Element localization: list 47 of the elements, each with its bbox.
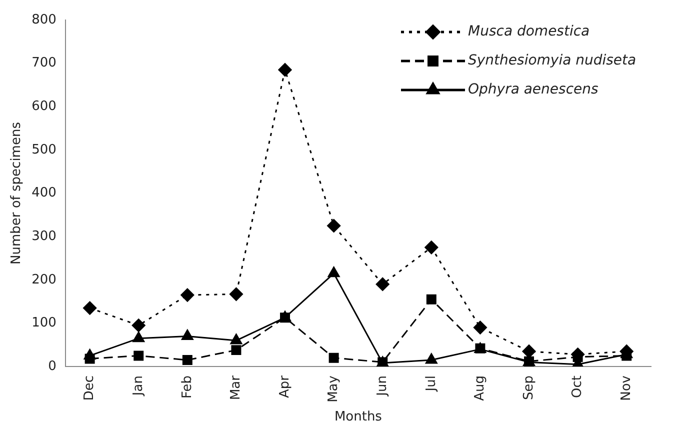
- point: [376, 277, 390, 291]
- point: [83, 301, 97, 315]
- point: [425, 353, 438, 364]
- y-tick-label: 800: [32, 12, 56, 28]
- x-tick-label: Aug: [472, 376, 488, 401]
- point: [132, 332, 145, 342]
- point: [84, 354, 95, 364]
- y-tick-label: 200: [32, 272, 56, 288]
- point: [132, 318, 146, 332]
- point: [181, 329, 194, 340]
- x-tick-label: Oct: [570, 376, 586, 398]
- y-tick-label: 500: [32, 142, 56, 158]
- y-axis-title: Number of specimens: [9, 122, 24, 265]
- x-tick-label: May: [326, 375, 342, 402]
- point: [327, 219, 341, 232]
- point: [328, 266, 340, 278]
- x-axis-title: Months: [334, 410, 382, 425]
- legend-label: Synthesiomyia nudiseta: [468, 52, 636, 69]
- x-tick-label: Nov: [618, 375, 634, 401]
- y-tick-label: 400: [32, 186, 56, 201]
- point: [229, 287, 243, 301]
- x-tick-label: Dec: [82, 376, 98, 401]
- point: [278, 63, 292, 77]
- point: [230, 334, 242, 344]
- y-tick-label: 300: [32, 228, 56, 244]
- y-tick-label: 0: [48, 358, 56, 374]
- point: [522, 344, 536, 358]
- point: [424, 240, 438, 254]
- x-tick-label: Jun: [374, 376, 390, 397]
- point: [180, 288, 194, 302]
- point: [231, 345, 242, 356]
- x-tick-label: Jul: [424, 376, 439, 392]
- y-tick-label: 600: [32, 99, 56, 114]
- x-tick-label: Jan: [130, 376, 146, 397]
- point: [328, 352, 339, 363]
- point: [426, 294, 436, 304]
- point: [134, 350, 144, 361]
- point: [182, 355, 192, 366]
- x-tick-label: Mar: [228, 374, 244, 400]
- legend-label: Musca domestica: [468, 24, 590, 40]
- point: [473, 320, 487, 334]
- x-tick-label: Apr: [277, 374, 292, 398]
- x-tick-label: Feb: [180, 376, 195, 399]
- x-tick-label: Sep: [521, 376, 536, 400]
- y-tick-label: 700: [32, 56, 56, 71]
- y-tick-label: 100: [32, 316, 56, 331]
- legend-label: Ophyra aenescens: [468, 82, 598, 98]
